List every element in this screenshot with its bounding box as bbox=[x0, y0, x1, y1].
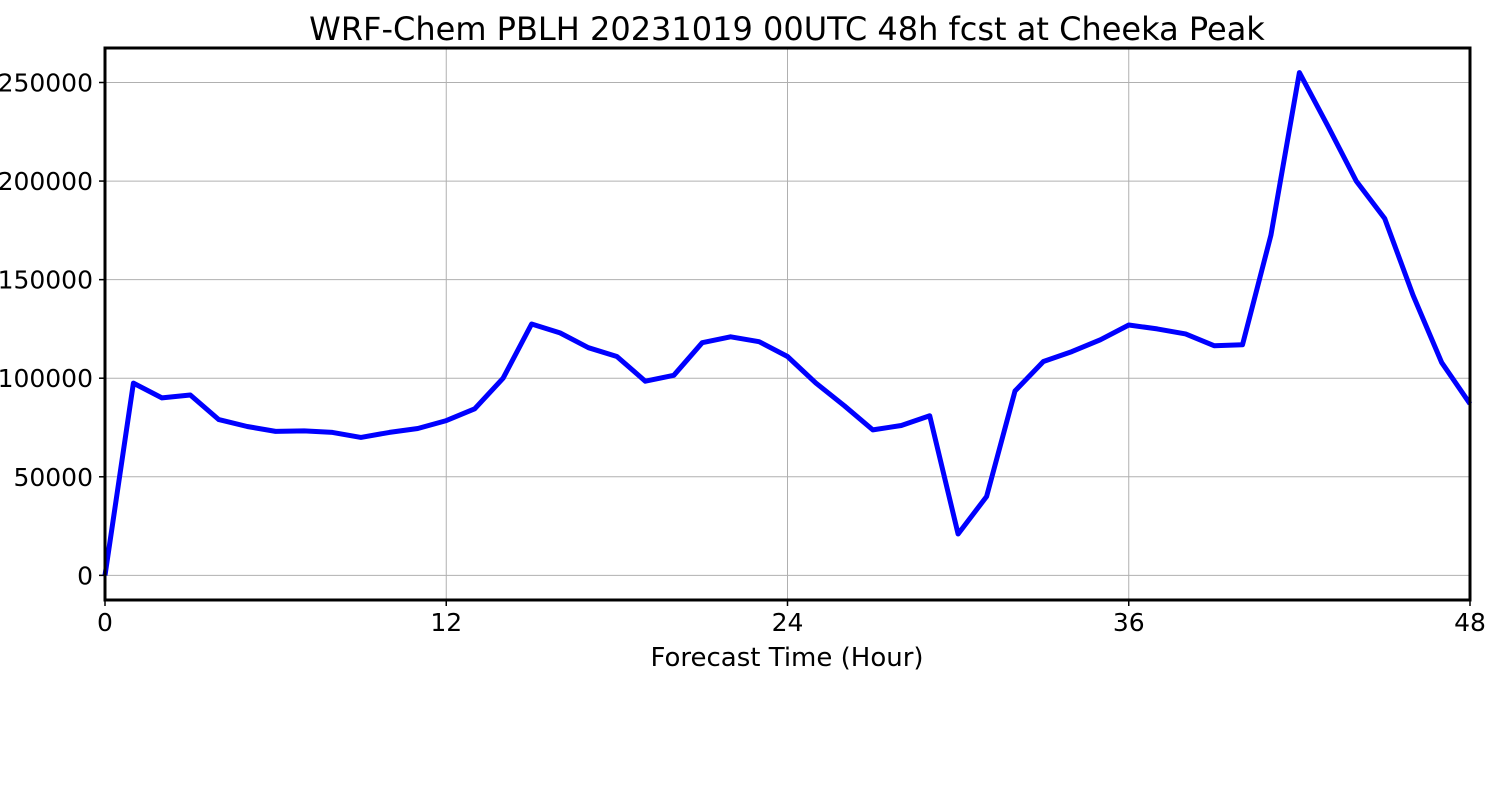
y-axis: 0 50000 100000 150000 200000 250000 bbox=[0, 69, 105, 590]
series-line bbox=[102, 70, 1473, 576]
grid-lines bbox=[104, 48, 1471, 600]
y-tick-label: 0 bbox=[77, 561, 93, 590]
y-tick-label: 200000 bbox=[0, 167, 93, 196]
y-tick-label: 100000 bbox=[0, 364, 93, 393]
x-axis-label: Forecast Time (Hour) bbox=[650, 643, 923, 673]
x-tick-label: 36 bbox=[1113, 608, 1145, 637]
x-tick-label: 24 bbox=[772, 608, 804, 637]
x-tick-label: 12 bbox=[430, 608, 462, 637]
chart-title: WRF-Chem PBLH 20231019 00UTC 48h fcst at… bbox=[309, 10, 1265, 48]
y-tick-label: 50000 bbox=[13, 463, 93, 492]
x-axis: 0 12 24 36 48 bbox=[97, 600, 1486, 637]
series-group bbox=[102, 70, 1473, 576]
x-tick-label: 48 bbox=[1454, 608, 1486, 637]
y-tick-label: 150000 bbox=[0, 266, 93, 295]
y-tick-label: 250000 bbox=[0, 69, 93, 98]
x-tick-label: 0 bbox=[97, 608, 113, 637]
